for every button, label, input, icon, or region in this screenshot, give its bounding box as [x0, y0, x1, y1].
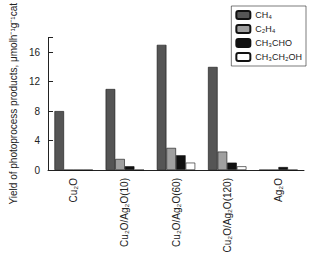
svg-text:0: 0	[34, 165, 40, 176]
svg-text:C₂H₄: C₂H₄	[255, 24, 275, 34]
svg-text:CH₄: CH₄	[255, 10, 272, 20]
svg-text:4: 4	[34, 135, 40, 146]
svg-text:Cu₂O/Ag₂O(10): Cu₂O/Ag₂O(10)	[119, 178, 130, 247]
svg-text:CH₃CH₂OH: CH₃CH₂OH	[255, 52, 302, 62]
svg-text:Cu₂O/Ag₂O(60): Cu₂O/Ag₂O(60)	[171, 178, 182, 247]
svg-text:12: 12	[29, 76, 41, 87]
svg-text:Ag₂O: Ag₂O	[273, 178, 284, 202]
svg-text:Cu₂O/Ag₂O(120): Cu₂O/Ag₂O(120)	[222, 178, 233, 252]
svg-text:8: 8	[34, 106, 40, 117]
svg-text:Cu₂O: Cu₂O	[68, 178, 79, 203]
svg-text:CH₃CHO: CH₃CHO	[255, 38, 292, 48]
svg-text:16: 16	[29, 47, 41, 58]
svg-text:Yield of photoprocess products: Yield of photoprocess products, μmolh⁻¹g…	[8, 3, 19, 205]
